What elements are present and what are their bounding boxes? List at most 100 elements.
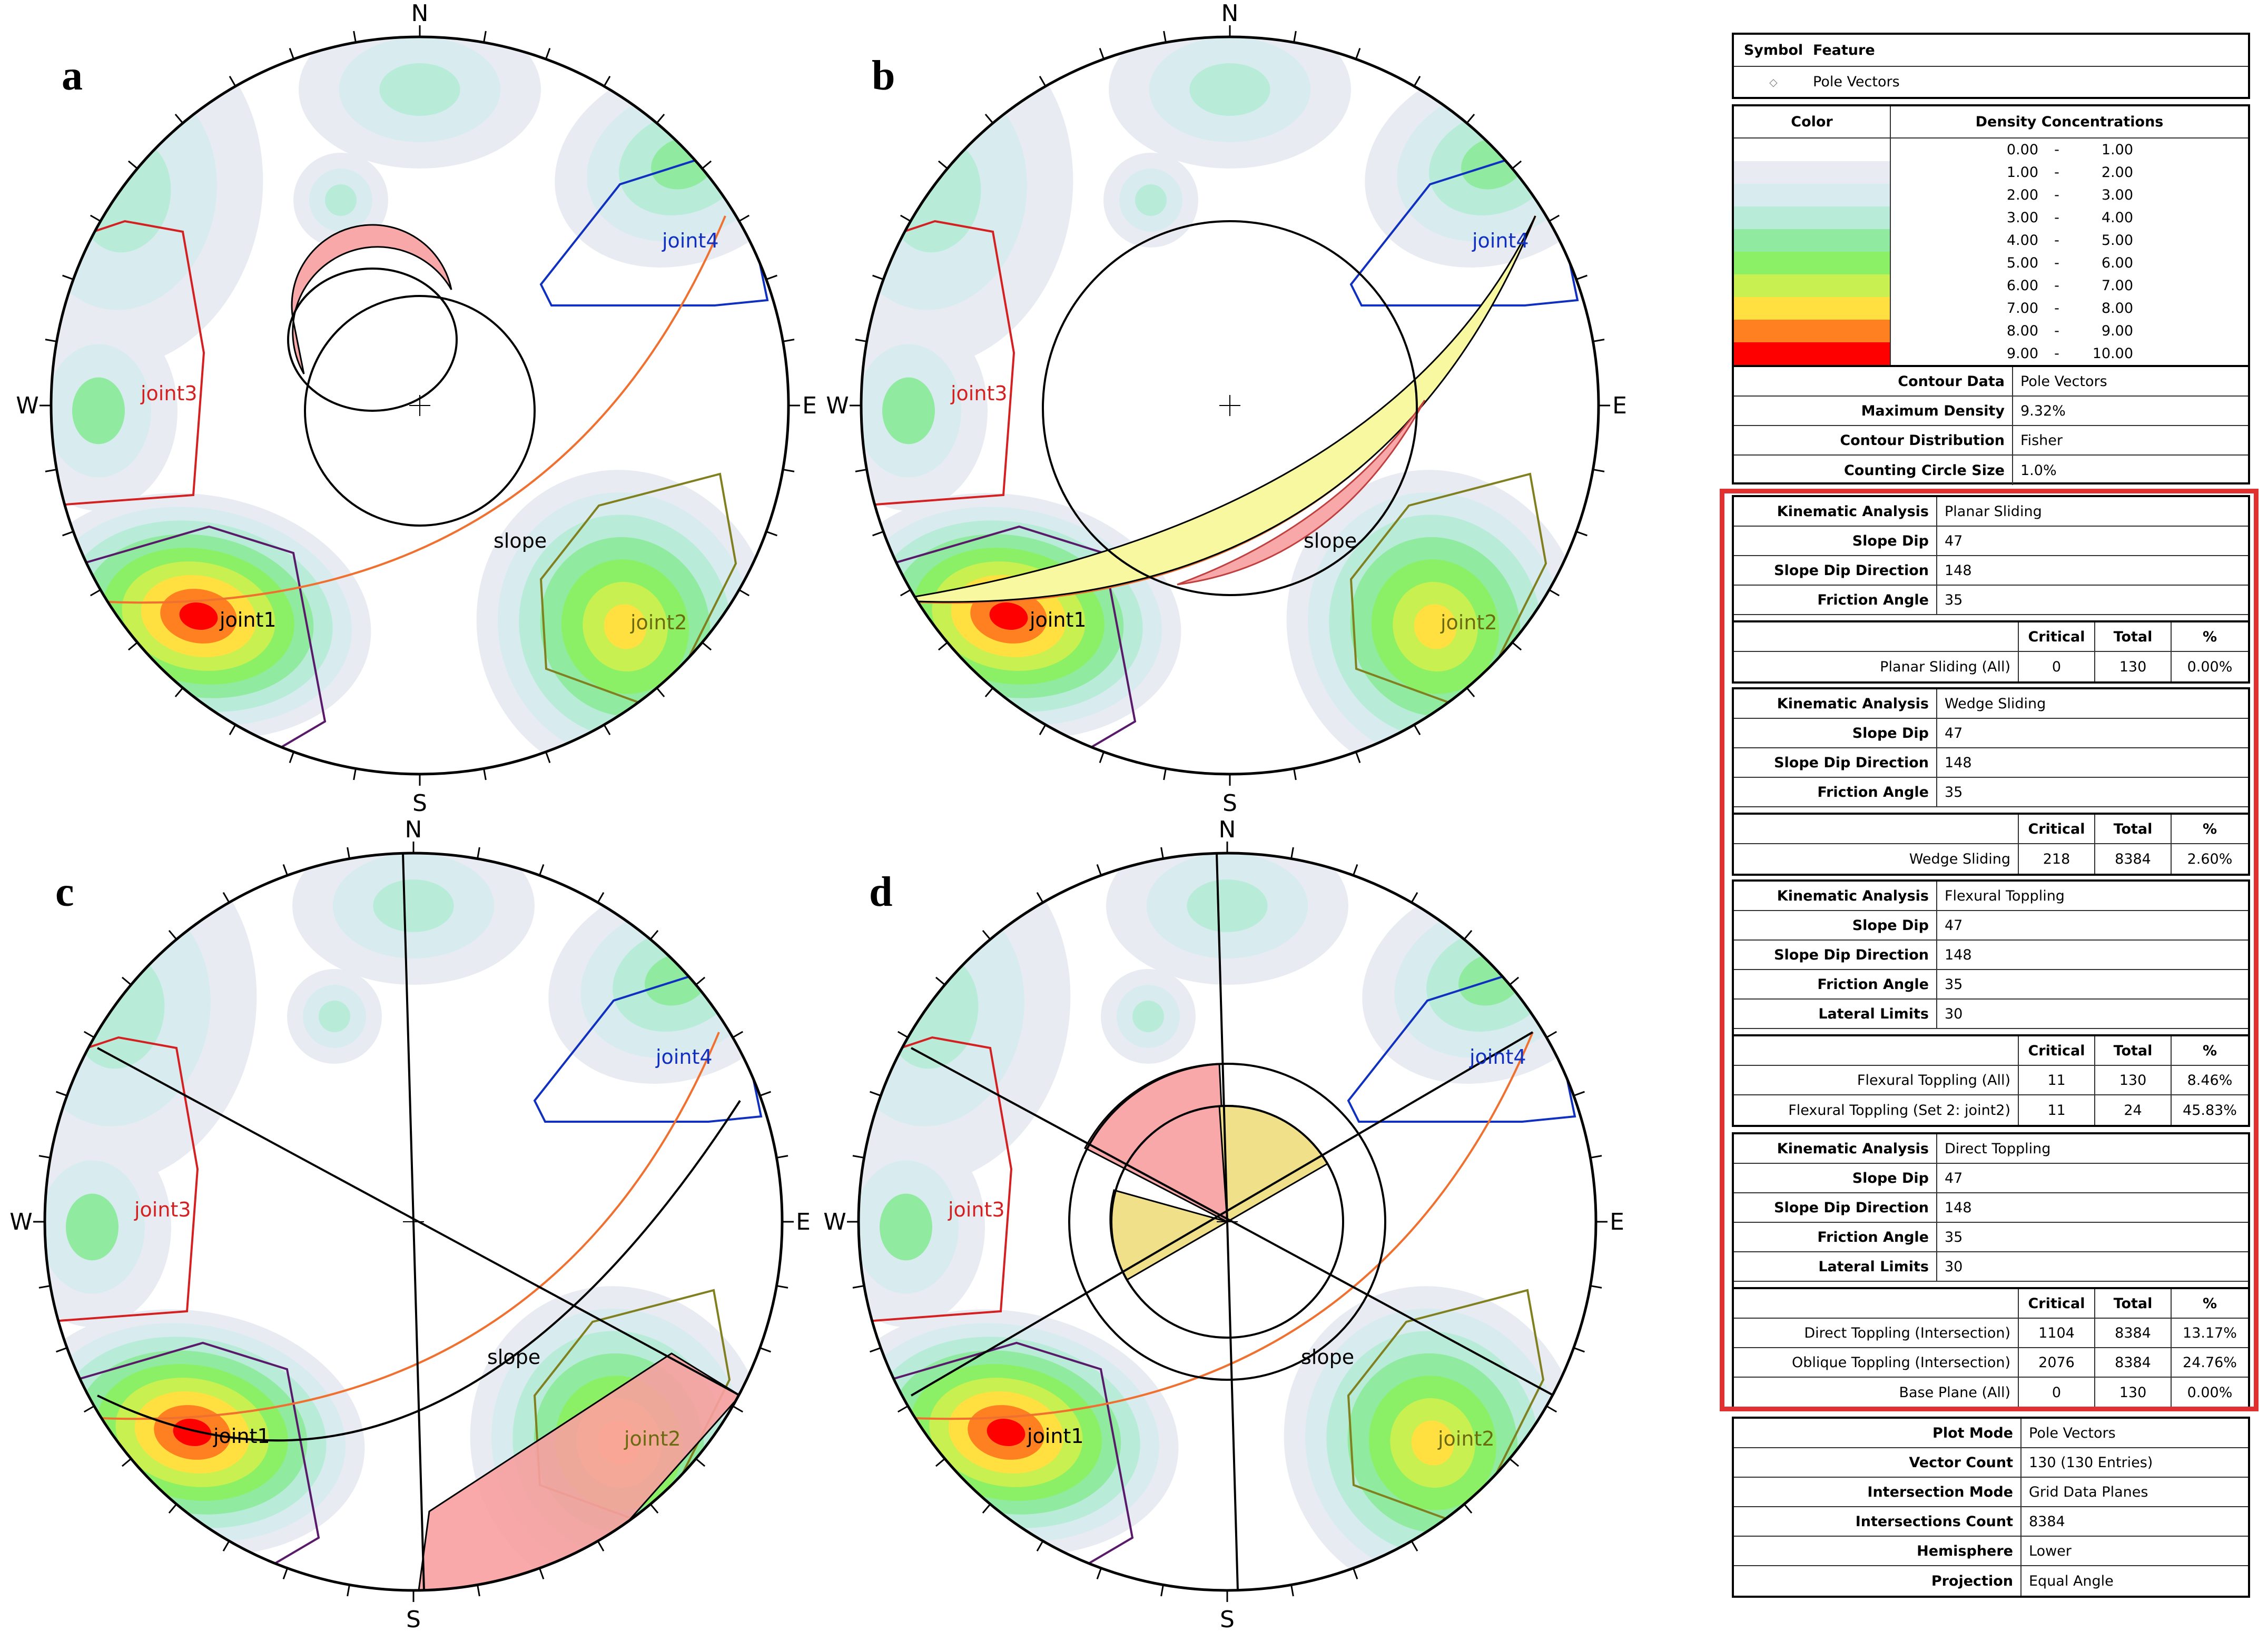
friction-circle — [1068, 1063, 1386, 1381]
azimuth-tick — [1512, 160, 1522, 170]
azimuth-tick — [597, 1540, 605, 1552]
friction-circle — [1042, 220, 1418, 596]
azimuth-tick — [938, 160, 948, 170]
param-row: Slope Dip 47 — [1734, 719, 2248, 748]
density-header: Density Concentrations — [1975, 114, 2164, 130]
contour-joint1 — [173, 1419, 212, 1446]
result-total: 8384 — [2095, 1319, 2172, 1347]
result-row: Planar Sliding (All) 0 130 0.00% — [1734, 652, 2248, 681]
stereonet-content — [859, 853, 1596, 1590]
azimuth-tick — [766, 274, 777, 280]
plot-info-row: Plot Mode Pole Vectors — [1734, 1419, 2248, 1448]
friction-cone — [304, 295, 536, 527]
azimuth-tick — [347, 1585, 350, 1597]
contour-small — [325, 184, 357, 216]
contour-small — [1132, 1001, 1164, 1032]
pct-header: % — [2202, 820, 2217, 837]
azimuth-tick — [656, 687, 665, 698]
param-value: 35 — [1945, 1229, 1963, 1245]
azimuth-tick — [483, 31, 487, 43]
azimuth-tick — [1036, 1540, 1044, 1552]
joint-label-4: joint4 — [1469, 1045, 1526, 1069]
result-name: Oblique Toppling (Intersection) — [1734, 1348, 2019, 1377]
azimuth-tick — [1576, 274, 1587, 280]
azimuth-tick — [870, 1347, 881, 1353]
azimuth-tick — [649, 929, 659, 940]
azimuth-tick — [732, 1031, 744, 1038]
stereonet-b: N E S Wb joint1 joint2 joint3 joint4 slope — [826, 0, 1627, 817]
contour-west — [882, 377, 935, 444]
joint-label-3: joint3 — [948, 1198, 1005, 1221]
result-total: 24 — [2095, 1095, 2172, 1125]
result-total: 8384 — [2095, 844, 2172, 874]
azimuth-tick — [1355, 751, 1361, 763]
azimuth-tick — [45, 339, 57, 342]
joint4-boundary — [1347, 962, 1576, 1123]
azimuth-tick — [483, 768, 487, 780]
joint2-boundary — [1349, 472, 1547, 713]
density-range: 1.00-2.00 — [2006, 164, 2133, 181]
density-bins: 0.00-1.00 1.00-2.00 2.00-3.00 3.00-4.00 4.00… — [1734, 139, 2248, 367]
param-key: Kinematic Analysis — [1734, 497, 1937, 526]
stereonet-d: N E S Wd joint1 joint2 joint3 joint4 slope — [823, 816, 1624, 1632]
result-pct: 0.00% — [2187, 658, 2233, 675]
color-header: Color — [1734, 106, 1891, 137]
plot-info-row: Vector Count 130 (130 Entries) — [1734, 1448, 2248, 1478]
azimuth-tick — [982, 929, 991, 940]
result-pct: 24.76% — [2183, 1354, 2237, 1371]
param-row: Slope Dip 47 — [1734, 527, 2248, 556]
azimuth-tick — [1160, 847, 1164, 859]
contour-joint2 — [1411, 1420, 1454, 1466]
contour-key: Contour Data — [1734, 367, 2013, 395]
contour-north — [379, 63, 460, 116]
results-header: Critical Total% — [1734, 815, 2248, 844]
total-header: Total — [2095, 1289, 2172, 1318]
azimuth-tick — [38, 1285, 51, 1289]
feature-header: Feature — [1813, 42, 1875, 58]
contour-joint2 — [604, 604, 647, 649]
azimuth-tick — [870, 1091, 881, 1096]
azimuth-tick — [984, 113, 994, 124]
azimuth-tick — [289, 48, 294, 60]
slope-label: slope — [494, 529, 547, 552]
contour-key: Maximum Density — [1734, 397, 2013, 425]
param-row: Friction Angle 35 — [1734, 1223, 2248, 1252]
azimuth-tick — [783, 339, 795, 342]
param-row: Lateral Limits 30 — [1734, 1000, 2248, 1029]
contour-row: Contour Distribution Fisher — [1734, 426, 2248, 456]
param-value: 148 — [1945, 754, 1972, 771]
result-row: Wedge Sliding 218 8384 2.60% — [1734, 844, 2248, 874]
param-key: Friction Angle — [1734, 1223, 1937, 1251]
density-swatch — [1734, 139, 1890, 161]
result-name: Flexural Toppling (Set 2: joint2) — [1734, 1095, 2019, 1125]
result-critical: 0 — [2019, 1378, 2095, 1407]
plot-info-value: Equal Angle — [2029, 1572, 2114, 1589]
slope-great-circle — [884, 1032, 1534, 1420]
plot-info-key: Plot Mode — [1734, 1419, 2022, 1447]
density-range: 9.00-10.00 — [2006, 345, 2133, 362]
param-value: 35 — [1945, 976, 1963, 993]
azimuth-tick — [1593, 469, 1605, 472]
pole-vector-symbol-icon: ◇ — [1769, 75, 1778, 88]
param-row: Slope Dip Direction 148 — [1734, 941, 2248, 970]
contour-north — [373, 879, 454, 932]
total-header: Total — [2095, 815, 2172, 843]
azimuth-tick — [900, 589, 911, 597]
param-value: 30 — [1945, 1258, 1963, 1275]
joint-label-2: joint2 — [1437, 1427, 1495, 1450]
critical-header: Critical — [2019, 1289, 2095, 1318]
plot-info-value: Pole Vectors — [2029, 1425, 2116, 1441]
joint-label-1: joint1 — [1029, 608, 1087, 631]
param-row: Slope Dip Direction 148 — [1734, 556, 2248, 586]
wedge-critical-zone — [892, 215, 1536, 603]
compass-s: S — [406, 1606, 421, 1632]
param-key: Friction Angle — [1734, 586, 1937, 614]
kinematic-table-3: Kinematic Analysis Direct Toppling Slope D… — [1732, 1132, 2250, 1409]
azimuth-tick — [760, 1347, 771, 1353]
result-critical: 11 — [2019, 1066, 2095, 1094]
density-swatch — [1734, 297, 1890, 320]
azimuth-tick — [938, 641, 948, 651]
contour-north — [1189, 63, 1270, 116]
azimuth-tick — [855, 339, 867, 342]
azimuth-tick — [984, 687, 994, 698]
